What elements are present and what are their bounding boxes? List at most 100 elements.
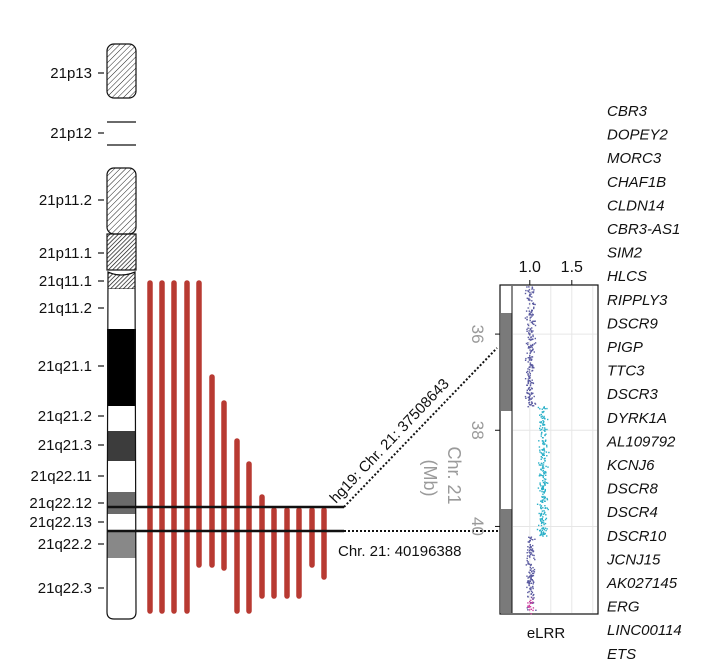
scatter-point <box>529 580 532 582</box>
band-label: 21p13 <box>50 65 92 82</box>
gene-label: AK027145 <box>606 575 678 592</box>
scatter-point <box>531 379 533 381</box>
scatter-point <box>543 415 545 418</box>
band-q22-13 <box>107 514 136 531</box>
scatter-point <box>526 581 529 584</box>
scatter-point <box>528 541 530 543</box>
scatter-point <box>529 544 531 546</box>
scatter-point <box>546 455 548 457</box>
scatter-point <box>543 500 546 502</box>
scatter-point <box>540 507 542 510</box>
scatter-point <box>530 387 533 389</box>
scatter-point <box>527 373 529 375</box>
scatter-point <box>528 299 530 301</box>
scatter-point <box>546 444 548 446</box>
scatter-point <box>528 310 530 312</box>
scatter-point <box>528 609 531 611</box>
scatter-point <box>546 499 549 501</box>
gene-label: DSCR4 <box>607 504 658 521</box>
scatter-point <box>542 476 544 479</box>
scatter-point <box>540 456 542 458</box>
breakpoint-lines <box>107 347 500 533</box>
scatter-point <box>528 590 530 593</box>
scatter-point <box>530 590 533 592</box>
scatter-point <box>540 421 542 423</box>
scatter-point <box>532 405 535 407</box>
scatter-point <box>528 286 530 288</box>
scatter-point <box>544 470 546 473</box>
scatter-point <box>545 529 547 532</box>
scatter-point <box>532 583 534 585</box>
scatter-point <box>531 367 533 369</box>
scatter-point <box>546 535 548 537</box>
scatter-point <box>544 408 546 410</box>
scatter-point <box>543 510 545 512</box>
scatter-point <box>533 351 535 353</box>
scatter-point <box>534 538 536 540</box>
scatter-point <box>531 364 533 366</box>
scatter-point <box>541 495 543 498</box>
scatter-point <box>539 414 541 416</box>
band-label: 21p11.2 <box>39 192 92 209</box>
scatter-point <box>543 443 545 446</box>
scatter-point <box>544 532 546 535</box>
band-q11-2 <box>107 289 136 329</box>
scatter-point <box>541 427 544 429</box>
scatter-point <box>548 451 550 454</box>
scatter-point <box>532 303 534 305</box>
scatter-point <box>543 429 545 431</box>
scatter-point <box>531 579 533 581</box>
scatter-point <box>529 569 531 571</box>
scatter-point <box>539 425 542 427</box>
scatter-point <box>543 472 545 474</box>
scatter-point <box>547 466 549 468</box>
scatter-point <box>529 373 531 375</box>
scatter-point <box>532 601 534 603</box>
scatter-point <box>527 541 529 543</box>
panel-grid <box>513 286 597 613</box>
scatter-point <box>532 338 534 340</box>
scatter-point <box>542 437 544 439</box>
scatter-point <box>530 553 533 555</box>
scatter-point <box>527 327 529 329</box>
scatter-point <box>542 441 544 443</box>
scatter-point <box>542 464 545 466</box>
scatter-point <box>530 574 532 576</box>
elrr-scatter <box>524 286 550 615</box>
scatter-point <box>544 483 546 485</box>
scatter-point <box>527 582 530 584</box>
scatter-point <box>543 522 545 524</box>
scatter-point <box>528 366 531 368</box>
scatter-point <box>542 531 545 533</box>
scatter-point <box>524 317 527 319</box>
scatter-point <box>526 384 528 386</box>
scatter-point <box>531 402 533 404</box>
scatter-point <box>544 496 546 498</box>
scatter-point <box>534 320 536 322</box>
gene-label: CBR3 <box>607 103 648 120</box>
scatter-point <box>532 382 534 384</box>
scatter-point <box>546 407 548 410</box>
scatter-point <box>530 329 532 331</box>
scatter-point <box>526 352 528 354</box>
scatter-point <box>528 397 530 399</box>
panel-y-axis: 36 38 40 <box>468 325 500 536</box>
scatter-point <box>541 415 543 417</box>
scatter-point <box>528 371 531 373</box>
scatter-point <box>529 398 531 400</box>
scatter-point <box>526 297 528 299</box>
scatter-point <box>526 286 528 288</box>
scatter-point <box>533 395 535 398</box>
scatter-point <box>540 413 542 416</box>
scatter-point <box>528 549 531 551</box>
scatter-point <box>547 482 549 484</box>
scatter-point <box>543 420 545 423</box>
scatter-point <box>543 452 545 454</box>
scatter-point <box>542 469 544 472</box>
scatter-point <box>531 591 534 594</box>
scatter-point <box>539 490 541 492</box>
scatter-point <box>542 507 544 509</box>
scatter-point <box>531 358 533 360</box>
scatter-point <box>539 530 541 532</box>
x-tick-label: 1.5 <box>561 259 583 276</box>
